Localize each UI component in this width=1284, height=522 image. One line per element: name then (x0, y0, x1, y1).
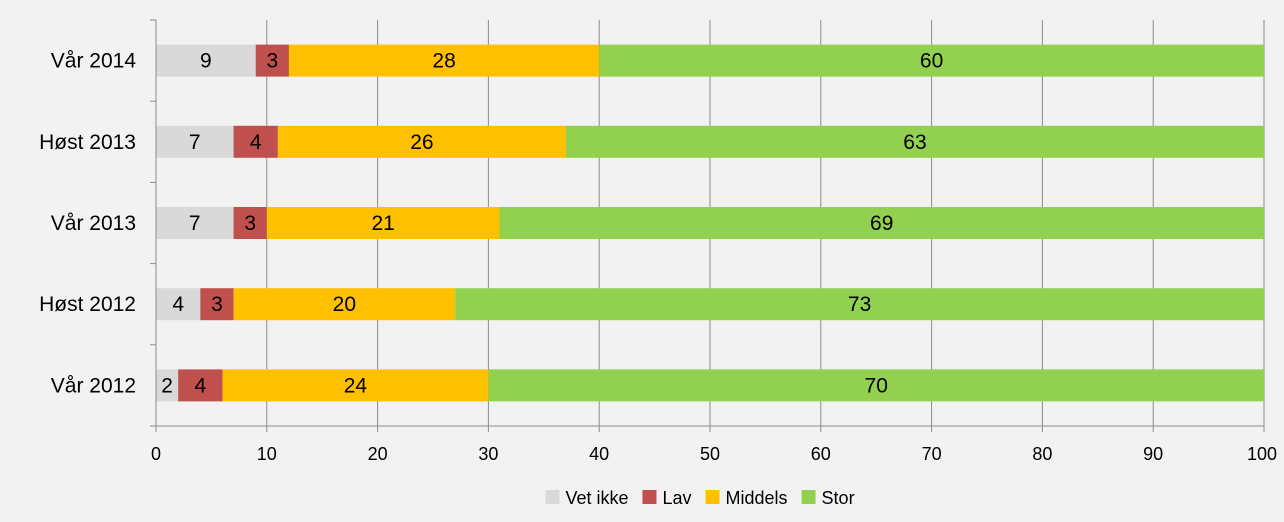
data-label: 28 (432, 50, 455, 73)
bar-segment (499, 207, 1265, 239)
bar-segment (233, 207, 267, 239)
x-tick-label: 0 (151, 444, 161, 464)
legend-swatch (642, 490, 657, 504)
bar-segment (156, 207, 234, 239)
data-label: 24 (344, 374, 368, 397)
bar-segment (233, 288, 456, 321)
data-label: 4 (172, 293, 184, 316)
legend-label: Stor (822, 488, 855, 508)
data-label: 3 (244, 212, 256, 235)
x-tick-label: 40 (589, 444, 609, 464)
bar-segment (455, 288, 1264, 321)
category-label: Vår 2012 (51, 374, 136, 397)
data-label: 70 (865, 374, 888, 397)
data-label: 21 (371, 212, 394, 235)
data-label: 3 (211, 293, 223, 316)
legend-item: Middels (705, 488, 788, 508)
legend: Vet ikke Lav Middels Stor (545, 488, 855, 508)
category-label: Høst 2012 (39, 293, 136, 316)
category-label: Vår 2014 (51, 50, 137, 73)
bar-segment (255, 44, 289, 77)
bar-segment (156, 369, 179, 402)
x-tick-label: 20 (368, 444, 388, 464)
x-tick-label: 30 (478, 444, 498, 464)
x-tick-label: 100 (1247, 444, 1277, 464)
legend-swatch (801, 490, 816, 504)
x-tick-label: 50 (700, 444, 720, 464)
data-label: 7 (189, 212, 201, 235)
x-tick-label: 60 (811, 444, 831, 464)
bar-segment (222, 369, 489, 402)
data-label: 69 (870, 212, 893, 235)
bar-segment (565, 125, 1264, 158)
data-label: 4 (250, 131, 262, 154)
legend-item: Stor (801, 488, 855, 508)
legend-item: Lav (642, 488, 692, 508)
data-label: 2 (161, 374, 173, 397)
bar-segment (178, 369, 223, 402)
legend-label: Lav (662, 488, 691, 508)
bar-segment (599, 44, 1264, 77)
bar-segment (156, 44, 256, 77)
bar-segment (156, 288, 201, 321)
bar-segment (233, 125, 278, 158)
x-tick-label: 10 (257, 444, 277, 464)
legend-item: Vet ikke (545, 488, 628, 508)
y-axis: Vår 2014 Høst 2013 Vår 2013 Høst 2012 Vår 20… (39, 19, 157, 427)
bar-segment (488, 369, 1264, 402)
bar-segment (277, 125, 566, 158)
data-label: 4 (194, 374, 206, 397)
data-label: 73 (848, 293, 871, 316)
data-label: 63 (903, 131, 926, 154)
data-label: 20 (333, 293, 356, 316)
data-label: 7 (189, 131, 201, 154)
category-label: Høst 2013 (39, 131, 136, 154)
data-label: 60 (920, 50, 943, 73)
bar-segment (266, 207, 500, 239)
legend-label: Middels (726, 488, 788, 508)
bar-segment (288, 44, 600, 77)
legend-swatch (545, 490, 560, 504)
data-label: 9 (200, 50, 212, 73)
data-label: 3 (266, 50, 278, 73)
bar-segment (200, 288, 234, 321)
data-label: 26 (410, 131, 433, 154)
legend-label: Vet ikke (565, 488, 628, 508)
x-tick-label: 80 (1032, 444, 1052, 464)
bars: 9 3 28 607 4 26 637 3 21 694 3 20 732 4 24 70 (156, 44, 1265, 402)
category-label: Vår 2013 (51, 212, 136, 235)
x-axis: 0 10 20 30 40 50 60 70 80 90 100 (151, 425, 1277, 464)
x-tick-label: 70 (922, 444, 942, 464)
x-tick-label: 90 (1143, 444, 1163, 464)
legend-swatch (705, 490, 720, 504)
bar-segment (156, 125, 234, 158)
